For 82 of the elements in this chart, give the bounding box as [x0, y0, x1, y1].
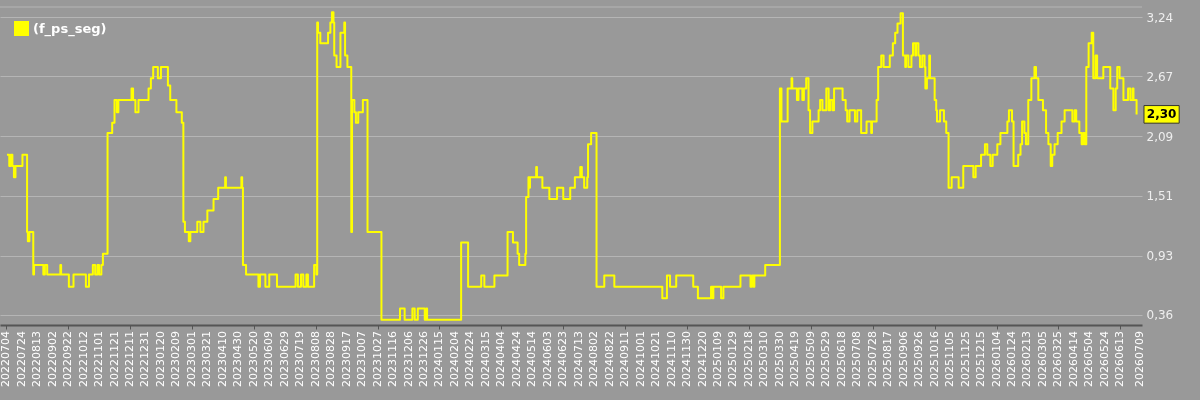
x-tick-label: 20250728 [865, 331, 879, 387]
x-tick-label: 20230301 [184, 331, 198, 387]
x-tick-label: 20240603 [540, 331, 554, 387]
x-tick-label: 20250218 [741, 331, 755, 387]
x-tick-label: 20260414 [1066, 331, 1080, 387]
x-tick-label: 20231007 [355, 331, 369, 387]
x-tick-label: 20250129 [726, 331, 740, 387]
x-tick-label: 20221231 [138, 331, 152, 387]
x-tick-label: 20220724 [14, 331, 28, 387]
x-tick-label: 20240204 [447, 331, 461, 387]
x-tick-label: 20260124 [1005, 331, 1019, 387]
x-tick-label: 20250708 [850, 331, 864, 387]
x-tick-label: 20250817 [881, 331, 895, 387]
x-tick-label: 20231206 [401, 331, 415, 387]
x-tick-label: 20230609 [262, 331, 276, 387]
x-tick-label: 20230321 [200, 331, 214, 387]
x-tick-label: 20230828 [324, 331, 338, 387]
x-tick-label: 20231027 [370, 331, 384, 387]
y-tick-label: 2,09 [1146, 129, 1174, 144]
x-tick-label: 20250330 [772, 331, 786, 387]
x-tick-label: 20221012 [76, 331, 90, 387]
annotation: 2,30 [1146, 107, 1177, 122]
x-tick-label: 20221211 [122, 331, 136, 387]
x-tick-label: 20240224 [463, 331, 477, 387]
x-tick-label: 20250618 [834, 331, 848, 387]
y-tick-label: 3,24 [1146, 10, 1174, 25]
x-tick-label: 20260104 [989, 331, 1003, 387]
legend-label: (f_ps_seg) [33, 20, 107, 37]
x-tick-label: 20251105 [943, 331, 957, 387]
x-tick-label: 20241220 [695, 331, 709, 387]
x-tick-label: 20220813 [30, 331, 44, 387]
x-tick-label: 20230209 [169, 331, 183, 387]
x-tick-label: 20260504 [1082, 331, 1096, 387]
x-tick-label: 20221101 [92, 331, 106, 387]
x-tick-label: 20240315 [478, 331, 492, 387]
x-tick-label: 20240115 [432, 331, 446, 387]
x-tick-label: 20241130 [680, 331, 694, 387]
x-tick-label: 20250529 [819, 331, 833, 387]
x-tick-label: 20241001 [633, 331, 647, 387]
x-tick-label: 20230410 [215, 331, 229, 387]
x-tick-label: 20241021 [649, 331, 663, 387]
x-tick-label: 20240404 [494, 331, 508, 387]
x-tick-label: 20250310 [757, 331, 771, 387]
x-tick-label: 20251016 [927, 331, 941, 387]
x-tick-label: 20240822 [602, 331, 616, 387]
x-tick-label: 20260524 [1097, 331, 1111, 387]
x-tick-label: 20241110 [664, 331, 678, 387]
x-tick-label: 20240802 [587, 331, 601, 387]
x-tick-label: 20230629 [277, 331, 291, 387]
y-tick-label: 2,67 [1146, 69, 1174, 84]
x-tick-label: 20250926 [912, 331, 926, 387]
x-tick-label: 20250109 [711, 331, 725, 387]
x-tick-label: 20250419 [788, 331, 802, 387]
x-tick-label: 20220704 [0, 331, 13, 387]
x-tick-label: 20230917 [339, 331, 353, 387]
x-tick-label: 20240623 [556, 331, 570, 387]
x-tick-label: 20240911 [618, 331, 632, 387]
x-tick-label: 20230808 [308, 331, 322, 387]
x-tick-label: 20260305 [1035, 331, 1049, 387]
x-tick-label: 20240514 [525, 331, 539, 387]
x-tick-label: 20250906 [896, 331, 910, 387]
x-tick-label: 20251125 [958, 331, 972, 387]
x-tick-label: 20260325 [1051, 331, 1065, 387]
y-tick-label: 1,51 [1146, 189, 1174, 204]
x-tick-label: 20240713 [571, 331, 585, 387]
x-tick-label: 20231116 [386, 331, 400, 387]
x-tick-label: 20240424 [509, 331, 523, 387]
x-tick-label: 20230430 [231, 331, 245, 387]
x-tick-label: 20260213 [1020, 331, 1034, 387]
x-tick-label: 20221121 [107, 331, 121, 387]
x-tick-label: 20250509 [803, 331, 817, 387]
x-tick-label: 20230520 [246, 331, 260, 387]
x-tick-label: 20260613 [1113, 331, 1127, 387]
x-tick-label: 20220922 [61, 331, 75, 387]
y-tick-label: 0,93 [1146, 249, 1174, 264]
x-tick-label: 20220902 [45, 331, 59, 387]
x-tick-label: 20251215 [974, 331, 988, 387]
x-tick-label: 20231226 [416, 331, 430, 387]
x-tick-label: 20230120 [153, 331, 167, 387]
x-tick-label: 20230719 [293, 331, 307, 387]
y-tick-label: 0,36 [1146, 308, 1174, 323]
x-tick-label: 20260709 [1133, 331, 1147, 387]
